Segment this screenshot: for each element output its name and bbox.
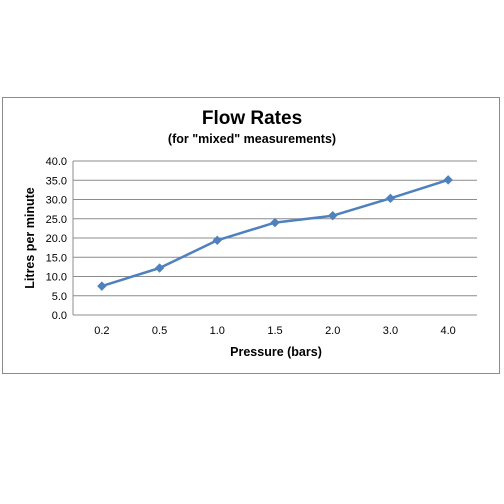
- x-axis-title: Pressure (bars): [230, 345, 322, 359]
- series-flow-rate: [97, 175, 453, 291]
- data-point-marker: [97, 281, 107, 291]
- x-tick-label: 0.2: [94, 325, 109, 337]
- gridlines: [72, 160, 477, 316]
- data-point-marker: [270, 217, 280, 228]
- chart-frame: [2, 97, 500, 374]
- x-tick-labels: 0.2 0.5 1.0 1.5 2.0 3.0 4.0: [94, 325, 456, 337]
- data-point-marker: [443, 175, 453, 185]
- x-tick-label: 1.0: [210, 325, 225, 337]
- x-tick-label: 4.0: [440, 325, 455, 337]
- x-tick-label: 2.0: [325, 325, 340, 337]
- y-tick-label: 25.0: [46, 214, 67, 226]
- x-tick-label: 0.5: [152, 325, 167, 337]
- y-tick-label: 40.0: [46, 156, 67, 168]
- y-tick-label: 20.0: [46, 233, 67, 245]
- data-point-marker: [154, 263, 165, 273]
- y-tick-labels: 0.0 5.0 10.0 15.0 20.0 25.0 30.0 35.0 40.0: [46, 156, 67, 322]
- x-tick-label: 1.5: [267, 325, 282, 337]
- y-tick-label: 15.0: [46, 252, 67, 264]
- y-tick-label: 30.0: [46, 195, 67, 207]
- data-point-marker: [385, 193, 396, 204]
- y-tick-label: 0.0: [52, 310, 67, 322]
- chart-subtitle: (for "mixed" measurements): [168, 132, 336, 146]
- chart-title: Flow Rates: [202, 108, 302, 129]
- y-tick-label: 5.0: [52, 291, 67, 303]
- y-tick-label: 35.0: [46, 175, 67, 187]
- data-point-marker: [212, 235, 222, 246]
- y-axis-title: Litres per minute: [23, 187, 37, 288]
- y-tick-label: 10.0: [46, 272, 67, 284]
- data-point-marker: [328, 210, 338, 221]
- series-line: [101, 178, 449, 288]
- x-tick-label: 3.0: [383, 325, 398, 337]
